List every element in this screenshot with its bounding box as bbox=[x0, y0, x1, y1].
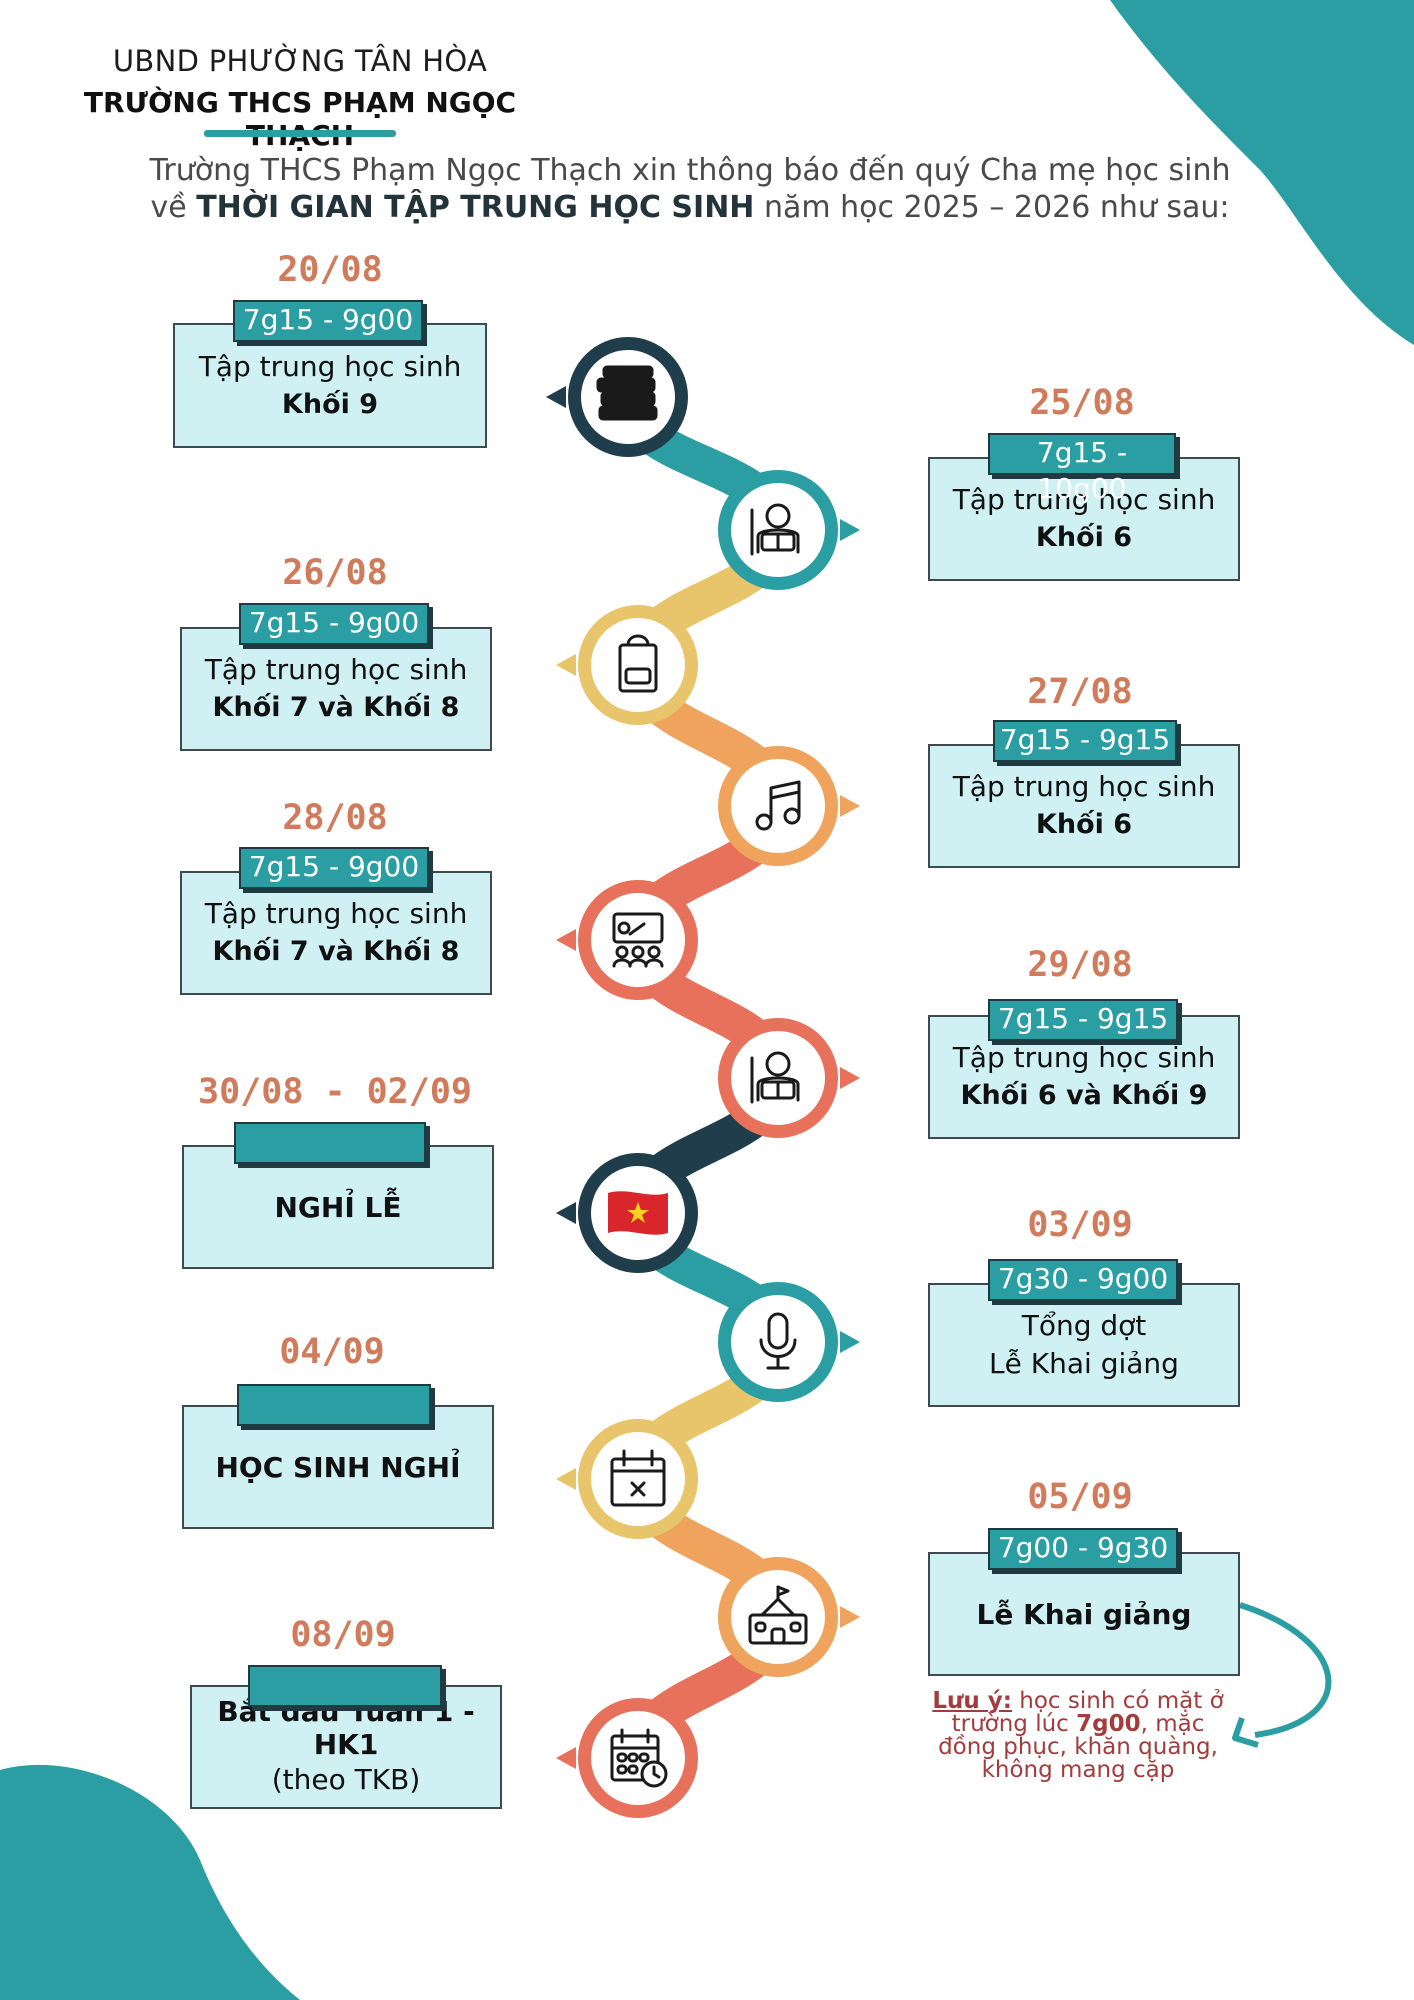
event-time-tag: 7g15 - 9g00 bbox=[233, 300, 423, 342]
event-date: 25/08 bbox=[1029, 383, 1135, 423]
timeline-pointer bbox=[556, 654, 576, 676]
header-underline bbox=[204, 130, 396, 137]
calendar-clock-icon bbox=[610, 1728, 668, 1788]
timeline-pointer bbox=[556, 1202, 576, 1224]
vietnam-flag-icon bbox=[608, 1191, 668, 1235]
timeline-node-inner bbox=[731, 1295, 825, 1389]
event-line1: Tập trung học sinh bbox=[952, 483, 1216, 516]
timeline-pointer bbox=[840, 1331, 860, 1353]
event-time-tag bbox=[237, 1384, 431, 1426]
school-name: TRƯỜNG THCS PHẠM NGỌC THẠCH bbox=[83, 86, 517, 152]
intro-emphasis: THỜI GIAN TẬP TRUNG HỌC SINH bbox=[196, 190, 755, 225]
timeline-pointer bbox=[546, 386, 566, 408]
music-note-icon bbox=[755, 780, 801, 831]
event-time-tag bbox=[248, 1665, 442, 1707]
timeline-pointer bbox=[840, 795, 860, 817]
event-date: 28/08 bbox=[282, 798, 388, 838]
timeline-node-inner bbox=[731, 1570, 825, 1664]
event-date: 04/09 bbox=[279, 1332, 385, 1372]
note-arrowhead bbox=[1232, 1717, 1259, 1748]
event-line2: Lễ Khai giảng bbox=[989, 1347, 1179, 1380]
event-card: Tập trung học sinh Khối 7 và Khối 8 bbox=[180, 627, 492, 751]
intro-text: Trường THCS Phạm Ngọc Thạch xin thông bá… bbox=[100, 152, 1280, 226]
event-date: 08/09 bbox=[290, 1615, 396, 1655]
event-line1: Tập trung học sinh bbox=[204, 653, 468, 686]
school-building-icon bbox=[748, 1585, 808, 1645]
timeline-node-inner bbox=[731, 759, 825, 853]
timeline-path bbox=[546, 337, 860, 1818]
event-date: 20/08 bbox=[277, 250, 383, 290]
event-line1: HỌC SINH NGHỈ bbox=[215, 1450, 461, 1484]
event-time-tag: 7g15 - 9g15 bbox=[988, 999, 1178, 1041]
event-time-tag: 7g00 - 9g30 bbox=[988, 1528, 1178, 1570]
top-right-blob bbox=[1110, 0, 1414, 345]
timeline-pointer bbox=[556, 1468, 576, 1490]
student-reading-icon bbox=[750, 503, 800, 556]
event-line2: Khối 6 và Khối 9 bbox=[960, 1080, 1208, 1111]
event-card: Tập trung học sinh Khối 6 bbox=[928, 744, 1240, 868]
event-line1: Tập trung học sinh bbox=[952, 1041, 1216, 1074]
event-date: 05/09 bbox=[1027, 1477, 1133, 1517]
event-card: Tập trung học sinh Khối 9 bbox=[173, 323, 487, 448]
note-text: Lưu ý: học sinh có mặt ở trường lúc 7g00… bbox=[928, 1690, 1228, 1782]
event-date: 26/08 bbox=[282, 553, 388, 593]
note-text2: , mặc đồng phục, khăn quàng, không mang … bbox=[938, 1711, 1218, 1783]
timeline-pointer bbox=[556, 1747, 576, 1769]
note-text1: học sinh có mặt ở trường lúc bbox=[951, 1688, 1224, 1737]
event-line1: Tập trung học sinh bbox=[204, 897, 468, 930]
event-date: 27/08 bbox=[1027, 672, 1133, 712]
timeline-pointer bbox=[840, 1067, 860, 1089]
event-card: Tập trung học sinh Khối 7 và Khối 8 bbox=[180, 871, 492, 995]
intro-part3: năm học 2025 – 2026 như sau: bbox=[754, 190, 1230, 225]
event-line2: Khối 9 bbox=[281, 388, 379, 420]
intro-part1: Trường THCS Phạm Ngọc Thạch xin thông bá… bbox=[149, 153, 1231, 188]
org-name: UBND PHƯỜNG TÂN HÒA bbox=[112, 44, 488, 78]
intro-part2: về bbox=[150, 190, 197, 225]
event-line1: Lễ Khai giảng bbox=[976, 1597, 1192, 1631]
timeline-pointer bbox=[840, 519, 860, 541]
event-date: 29/08 bbox=[1027, 945, 1133, 985]
event-time-tag bbox=[234, 1122, 426, 1164]
event-time-tag: 7g15 - 9g00 bbox=[239, 847, 429, 889]
note-time: 7g00 bbox=[1076, 1711, 1141, 1737]
event-line2: Khối 7 và Khối 8 bbox=[212, 692, 460, 723]
timeline-node-inner bbox=[591, 893, 685, 987]
timeline-node-inner bbox=[591, 618, 685, 712]
event-date: 03/09 bbox=[1027, 1205, 1133, 1245]
event-card: Tập trung học sinh Khối 6 bbox=[928, 457, 1240, 581]
event-line1: Tập trung học sinh bbox=[198, 349, 462, 383]
event-card: Lễ Khai giảng bbox=[928, 1552, 1240, 1676]
event-date: 30/08 - 02/09 bbox=[198, 1072, 472, 1112]
event-card: Tổng dợt Lễ Khai giảng bbox=[928, 1283, 1240, 1407]
event-line1: Tập trung học sinh bbox=[952, 770, 1216, 803]
backpack-icon bbox=[618, 634, 658, 693]
timeline-pointer bbox=[556, 929, 576, 951]
event-line2: (theo TKB) bbox=[271, 1763, 421, 1796]
calendar-cancel-icon bbox=[610, 1449, 666, 1507]
note-label: Lưu ý: bbox=[932, 1688, 1012, 1714]
event-line1: NGHỈ LỄ bbox=[274, 1190, 402, 1224]
event-line2: Khối 7 và Khối 8 bbox=[212, 936, 460, 967]
event-line2: Khối 6 bbox=[1035, 522, 1133, 553]
event-time-tag: 7g30 - 9g00 bbox=[988, 1259, 1178, 1301]
student-reading-icon bbox=[750, 1051, 800, 1104]
note-arrow bbox=[1239, 1602, 1332, 1738]
event-time-tag: 7g15 - 9g00 bbox=[239, 603, 429, 645]
event-line1: Tổng dợt bbox=[1021, 1309, 1147, 1342]
microphone-icon bbox=[759, 1312, 797, 1370]
timeline-pointer bbox=[840, 1606, 860, 1628]
bottom-left-blob bbox=[0, 1764, 300, 2000]
event-time-tag: 7g15 - 9g15 bbox=[993, 720, 1177, 762]
books-icon bbox=[596, 365, 658, 421]
event-line2: Khối 6 bbox=[1035, 809, 1133, 840]
event-time-tag: 7g15 - 10g00 bbox=[988, 433, 1176, 505]
timeline-node-inner bbox=[591, 1432, 685, 1526]
teacher-class-icon bbox=[612, 912, 664, 968]
